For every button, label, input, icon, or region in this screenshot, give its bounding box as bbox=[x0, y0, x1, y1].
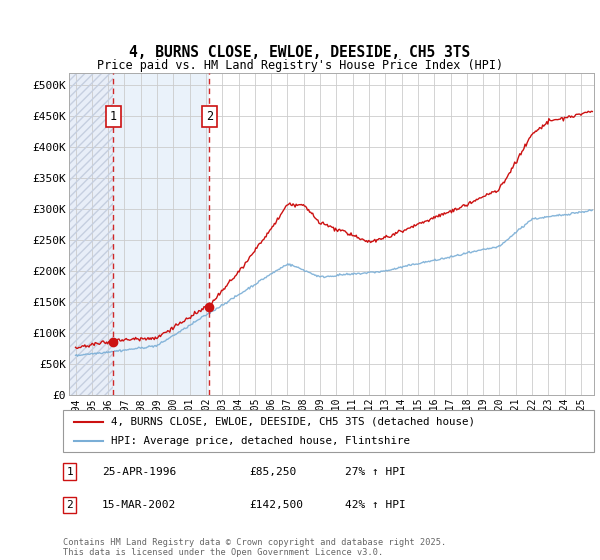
Bar bbox=[113, 73, 209, 395]
Text: 1: 1 bbox=[66, 466, 73, 477]
Text: 42% ↑ HPI: 42% ↑ HPI bbox=[345, 500, 406, 510]
FancyBboxPatch shape bbox=[63, 410, 594, 452]
Text: 4, BURNS CLOSE, EWLOE, DEESIDE, CH5 3TS (detached house): 4, BURNS CLOSE, EWLOE, DEESIDE, CH5 3TS … bbox=[111, 417, 475, 427]
Text: 1: 1 bbox=[110, 110, 117, 123]
Bar bbox=[69, 73, 113, 395]
Text: Price paid vs. HM Land Registry's House Price Index (HPI): Price paid vs. HM Land Registry's House … bbox=[97, 59, 503, 72]
Bar bbox=[69, 73, 113, 395]
Text: Contains HM Land Registry data © Crown copyright and database right 2025.
This d: Contains HM Land Registry data © Crown c… bbox=[63, 538, 446, 557]
Text: £142,500: £142,500 bbox=[249, 500, 303, 510]
Text: 4, BURNS CLOSE, EWLOE, DEESIDE, CH5 3TS: 4, BURNS CLOSE, EWLOE, DEESIDE, CH5 3TS bbox=[130, 45, 470, 60]
Text: 27% ↑ HPI: 27% ↑ HPI bbox=[345, 466, 406, 477]
Text: 15-MAR-2002: 15-MAR-2002 bbox=[102, 500, 176, 510]
Text: 2: 2 bbox=[66, 500, 73, 510]
Text: HPI: Average price, detached house, Flintshire: HPI: Average price, detached house, Flin… bbox=[111, 436, 410, 446]
Text: 2: 2 bbox=[206, 110, 213, 123]
Text: 25-APR-1996: 25-APR-1996 bbox=[102, 466, 176, 477]
Text: £85,250: £85,250 bbox=[249, 466, 296, 477]
